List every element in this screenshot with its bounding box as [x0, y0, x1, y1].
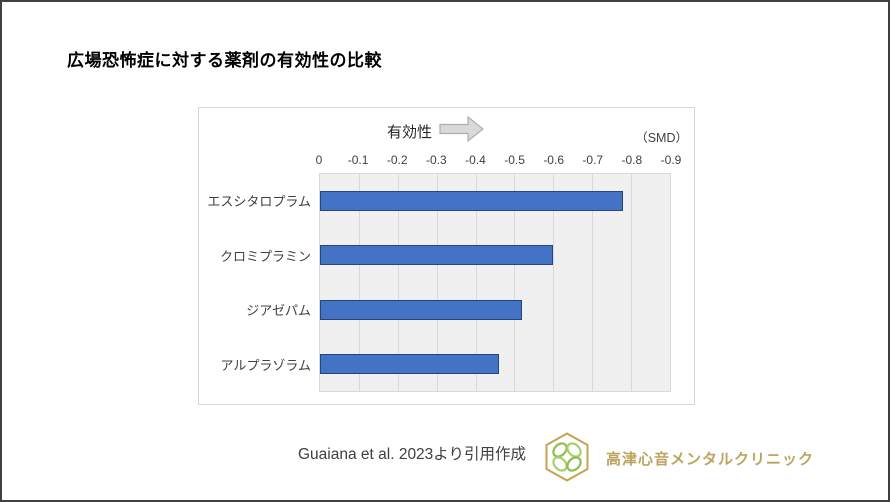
page-title: 広場恐怖症に対する薬剤の有効性の比較 — [67, 51, 382, 70]
gridline — [592, 174, 594, 391]
x-tick-label: -0.6 — [543, 153, 564, 167]
gridline — [358, 174, 360, 391]
gridline — [475, 174, 477, 391]
source-citation: Guaiana et al. 2023より引用作成 — [298, 446, 526, 463]
unit-label: （SMD） — [635, 131, 688, 145]
x-tick-label: -0.1 — [347, 153, 369, 167]
x-tick-label: 0 — [315, 153, 323, 167]
effectiveness-label: 有効性 — [387, 123, 433, 141]
bar-row — [320, 283, 670, 337]
bar-row — [320, 174, 670, 228]
gridline — [670, 174, 671, 391]
gridline — [553, 174, 555, 391]
category-label: エスシタロプラム — [207, 193, 311, 209]
bar — [320, 353, 499, 374]
clinic-logo-clover-hexagon-icon — [542, 432, 592, 487]
bar-row — [320, 337, 670, 391]
gridline — [397, 174, 399, 391]
category-label: クロミプラミン — [219, 248, 311, 264]
category-label: ジアゼパム — [246, 303, 311, 319]
footer: Guaiana et al. 2023より引用作成 高津心音メンタルクリニック — [2, 427, 888, 489]
plot-area — [319, 173, 671, 392]
category-labels: エスシタロプラム クロミプラミン ジアゼパム アルプラゾラム — [199, 173, 311, 392]
x-tick-label: -0.7 — [582, 153, 604, 167]
clinic-name: 高津心音メンタルクリニック — [606, 451, 815, 468]
category-label: アルプラゾラム — [220, 358, 311, 374]
gridline — [631, 174, 633, 391]
right-arrow-icon — [439, 115, 485, 148]
x-tick-label: -0.4 — [465, 153, 486, 167]
effectiveness-direction: 有効性 — [387, 115, 485, 148]
chart-card: 有効性 （SMD） 0 -0.1 -0.2 -0.3 -0.4 -0.5 -0.6 -0.7 -… — [198, 107, 695, 405]
gridline — [514, 174, 516, 391]
bar — [320, 245, 554, 266]
x-tick-label: -0.9 — [660, 153, 682, 167]
bar-row — [320, 228, 670, 282]
bar — [320, 191, 624, 212]
bar — [320, 299, 523, 320]
x-tick-label: -0.8 — [621, 153, 643, 167]
x-tick-label: -0.5 — [504, 153, 525, 167]
x-tick-label: -0.2 — [386, 153, 408, 167]
x-axis-ticks: 0 -0.1 -0.2 -0.3 -0.4 -0.5 -0.6 -0.7 -0.8 -0.9 — [315, 153, 682, 167]
x-tick-label: -0.3 — [425, 153, 447, 167]
gridline — [436, 174, 438, 391]
bar-series — [320, 174, 670, 391]
